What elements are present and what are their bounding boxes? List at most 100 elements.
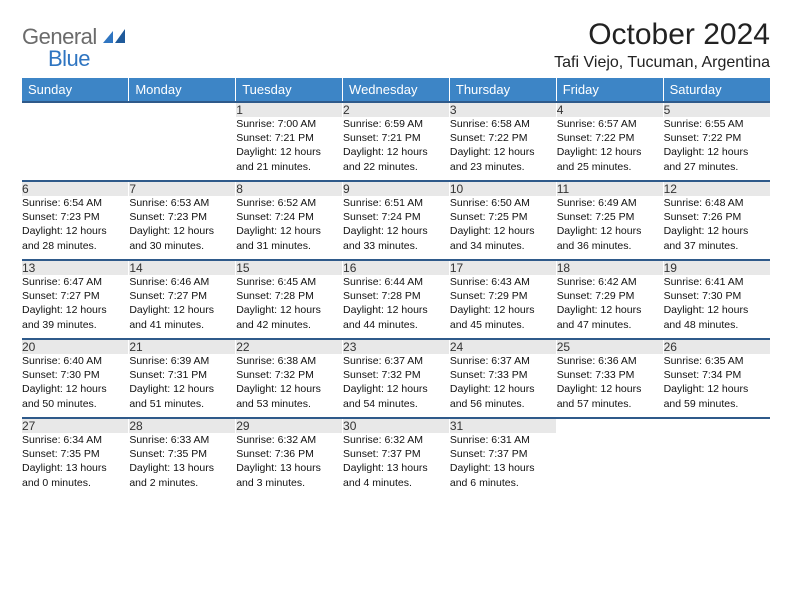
sunset-text: Sunset: 7:27 PM (129, 289, 235, 303)
daycontent-row: Sunrise: 6:40 AMSunset: 7:30 PMDaylight:… (22, 354, 770, 418)
day-cell: Sunrise: 6:42 AMSunset: 7:29 PMDaylight:… (556, 275, 663, 339)
daylight-line1: Daylight: 12 hours (557, 382, 663, 396)
sunrise-text: Sunrise: 6:40 AM (22, 354, 128, 368)
day-cell: Sunrise: 6:47 AMSunset: 7:27 PMDaylight:… (22, 275, 129, 339)
sunrise-text: Sunrise: 6:51 AM (343, 196, 449, 210)
daylight-line2: and 3 minutes. (236, 476, 342, 490)
day-cell: Sunrise: 6:40 AMSunset: 7:30 PMDaylight:… (22, 354, 129, 418)
day-cell: Sunrise: 6:48 AMSunset: 7:26 PMDaylight:… (663, 196, 770, 260)
sunset-text: Sunset: 7:22 PM (664, 131, 770, 145)
sunrise-text: Sunrise: 6:57 AM (557, 117, 663, 131)
daylight-line2: and 39 minutes. (22, 318, 128, 332)
daylight-line1: Daylight: 12 hours (22, 303, 128, 317)
daylight-line2: and 31 minutes. (236, 239, 342, 253)
daylight-line2: and 30 minutes. (129, 239, 235, 253)
day-number: 11 (556, 181, 663, 196)
day-number: 13 (22, 260, 129, 275)
day-number: 21 (129, 339, 236, 354)
weekday-header: Friday (556, 78, 663, 102)
sunset-text: Sunset: 7:33 PM (557, 368, 663, 382)
sunset-text: Sunset: 7:32 PM (343, 368, 449, 382)
empty-daycell (663, 433, 770, 497)
sunset-text: Sunset: 7:24 PM (236, 210, 342, 224)
day-cell: Sunrise: 6:44 AMSunset: 7:28 PMDaylight:… (343, 275, 450, 339)
weekday-header: Wednesday (343, 78, 450, 102)
sunrise-text: Sunrise: 6:36 AM (557, 354, 663, 368)
sunset-text: Sunset: 7:22 PM (450, 131, 556, 145)
sunset-text: Sunset: 7:22 PM (557, 131, 663, 145)
sunrise-text: Sunrise: 6:31 AM (450, 433, 556, 447)
sunrise-text: Sunrise: 6:35 AM (664, 354, 770, 368)
daylight-line1: Daylight: 12 hours (557, 303, 663, 317)
daylight-line1: Daylight: 13 hours (129, 461, 235, 475)
daylight-line1: Daylight: 12 hours (343, 224, 449, 238)
day-number: 18 (556, 260, 663, 275)
daylight-line2: and 34 minutes. (450, 239, 556, 253)
daylight-line1: Daylight: 12 hours (236, 303, 342, 317)
weekday-header: Saturday (663, 78, 770, 102)
empty-daycell (129, 117, 236, 181)
daylight-line1: Daylight: 12 hours (343, 145, 449, 159)
sunrise-text: Sunrise: 6:46 AM (129, 275, 235, 289)
daylight-line2: and 0 minutes. (22, 476, 128, 490)
day-number: 6 (22, 181, 129, 196)
empty-daynum (129, 102, 236, 117)
day-number: 22 (236, 339, 343, 354)
daylight-line1: Daylight: 13 hours (450, 461, 556, 475)
daylight-line2: and 4 minutes. (343, 476, 449, 490)
day-cell: Sunrise: 6:49 AMSunset: 7:25 PMDaylight:… (556, 196, 663, 260)
day-cell: Sunrise: 6:31 AMSunset: 7:37 PMDaylight:… (449, 433, 556, 497)
daylight-line2: and 28 minutes. (22, 239, 128, 253)
sunset-text: Sunset: 7:34 PM (664, 368, 770, 382)
day-number: 28 (129, 418, 236, 433)
sunrise-text: Sunrise: 6:39 AM (129, 354, 235, 368)
sunrise-text: Sunrise: 6:37 AM (343, 354, 449, 368)
daynum-row: 6789101112 (22, 181, 770, 196)
month-title: October 2024 (554, 18, 770, 52)
day-cell: Sunrise: 6:51 AMSunset: 7:24 PMDaylight:… (343, 196, 450, 260)
sunrise-text: Sunrise: 6:52 AM (236, 196, 342, 210)
sunrise-text: Sunrise: 6:32 AM (343, 433, 449, 447)
day-cell: Sunrise: 6:53 AMSunset: 7:23 PMDaylight:… (129, 196, 236, 260)
daylight-line2: and 54 minutes. (343, 397, 449, 411)
daylight-line2: and 59 minutes. (664, 397, 770, 411)
day-cell: Sunrise: 6:54 AMSunset: 7:23 PMDaylight:… (22, 196, 129, 260)
sunset-text: Sunset: 7:35 PM (129, 447, 235, 461)
daylight-line1: Daylight: 13 hours (22, 461, 128, 475)
day-cell: Sunrise: 6:38 AMSunset: 7:32 PMDaylight:… (236, 354, 343, 418)
daycontent-row: Sunrise: 6:47 AMSunset: 7:27 PMDaylight:… (22, 275, 770, 339)
sunset-text: Sunset: 7:32 PM (236, 368, 342, 382)
day-cell: Sunrise: 6:50 AMSunset: 7:25 PMDaylight:… (449, 196, 556, 260)
day-cell: Sunrise: 6:59 AMSunset: 7:21 PMDaylight:… (343, 117, 450, 181)
day-number: 15 (236, 260, 343, 275)
location-label: Tafi Viejo, Tucuman, Argentina (554, 54, 770, 72)
sunrise-text: Sunrise: 6:50 AM (450, 196, 556, 210)
sunset-text: Sunset: 7:21 PM (343, 131, 449, 145)
empty-daynum (22, 102, 129, 117)
sunrise-text: Sunrise: 6:45 AM (236, 275, 342, 289)
day-cell: Sunrise: 6:46 AMSunset: 7:27 PMDaylight:… (129, 275, 236, 339)
weekday-header: Thursday (449, 78, 556, 102)
day-cell: Sunrise: 6:57 AMSunset: 7:22 PMDaylight:… (556, 117, 663, 181)
day-cell: Sunrise: 7:00 AMSunset: 7:21 PMDaylight:… (236, 117, 343, 181)
day-cell: Sunrise: 6:32 AMSunset: 7:37 PMDaylight:… (343, 433, 450, 497)
sunrise-text: Sunrise: 6:43 AM (450, 275, 556, 289)
day-number: 20 (22, 339, 129, 354)
daylight-line2: and 53 minutes. (236, 397, 342, 411)
title-block: October 2024 Tafi Viejo, Tucuman, Argent… (554, 18, 770, 72)
day-cell: Sunrise: 6:55 AMSunset: 7:22 PMDaylight:… (663, 117, 770, 181)
daylight-line1: Daylight: 12 hours (236, 224, 342, 238)
day-number: 5 (663, 102, 770, 117)
daylight-line2: and 23 minutes. (450, 160, 556, 174)
sunset-text: Sunset: 7:29 PM (450, 289, 556, 303)
daylight-line1: Daylight: 12 hours (664, 382, 770, 396)
sunset-text: Sunset: 7:23 PM (129, 210, 235, 224)
daylight-line2: and 37 minutes. (664, 239, 770, 253)
daylight-line2: and 44 minutes. (343, 318, 449, 332)
day-cell: Sunrise: 6:35 AMSunset: 7:34 PMDaylight:… (663, 354, 770, 418)
day-number: 23 (343, 339, 450, 354)
day-number: 7 (129, 181, 236, 196)
weekday-header: Tuesday (236, 78, 343, 102)
daylight-line2: and 48 minutes. (664, 318, 770, 332)
day-number: 26 (663, 339, 770, 354)
